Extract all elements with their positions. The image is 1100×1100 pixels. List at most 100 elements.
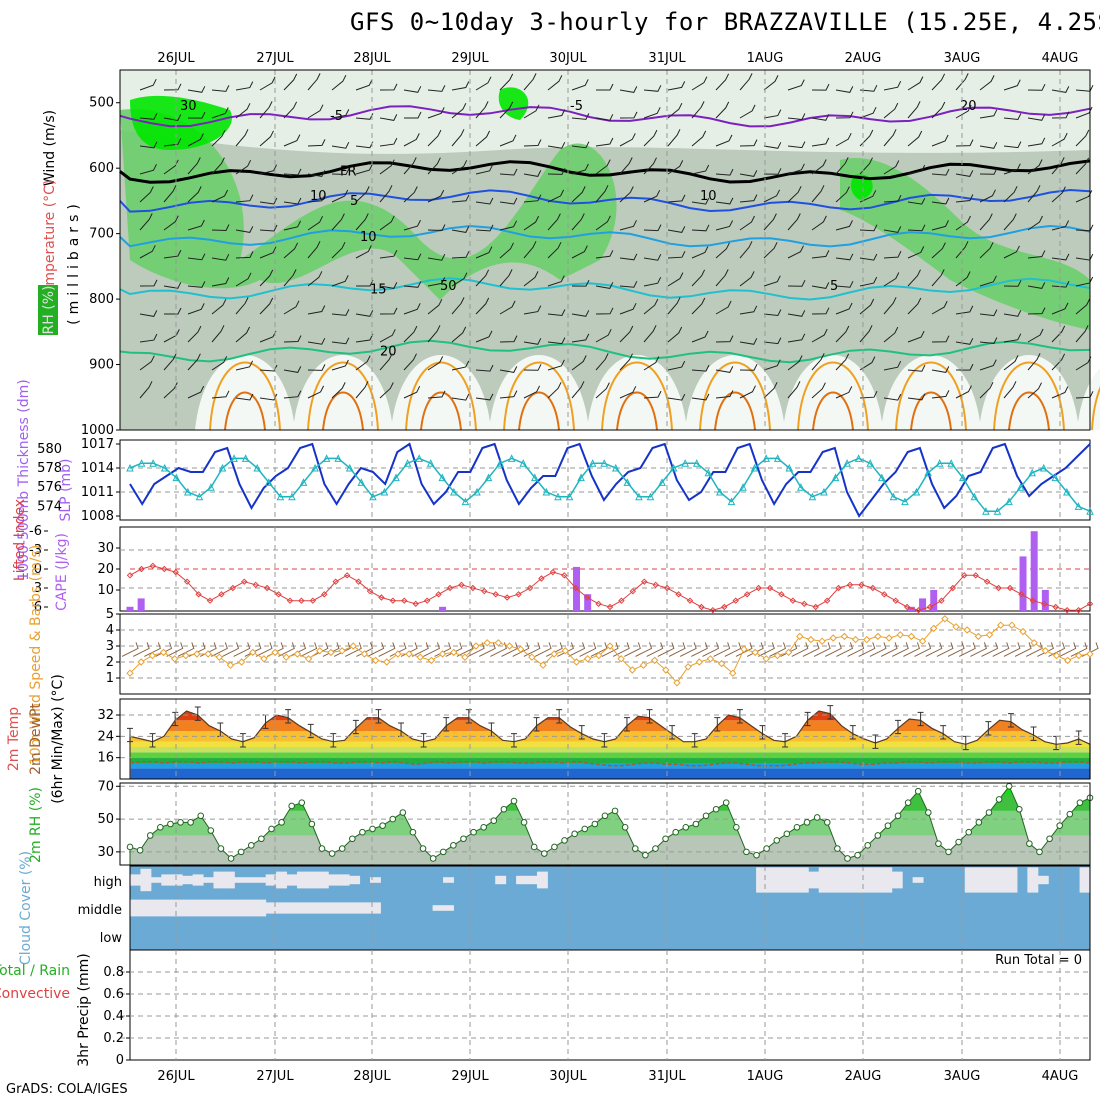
- wind-barb: [787, 355, 803, 371]
- lifted-marker: [846, 581, 854, 589]
- wind-barb: [1027, 282, 1046, 289]
- lifted-marker: [766, 584, 774, 592]
- rh-marker: [197, 812, 205, 820]
- cloud-bar: [317, 902, 329, 914]
- lifted-marker: [1086, 600, 1094, 608]
- wind-barb: [859, 253, 878, 261]
- wind-barb: [427, 390, 446, 399]
- wind-speed-marker: [885, 634, 893, 642]
- thickness-marker: [137, 459, 146, 467]
- wind-barb: [139, 333, 158, 343]
- wind-barb: [1027, 250, 1046, 259]
- wind-speed-marker: [907, 632, 916, 641]
- surface-wind-barb: [579, 642, 597, 657]
- wind-speed-marker: [930, 624, 938, 633]
- surface-wind-barb: [635, 642, 653, 657]
- thickness-marker: [866, 459, 875, 467]
- wind-speed-marker: [438, 650, 447, 658]
- wind-barb: [451, 129, 465, 147]
- rh-marker: [813, 814, 821, 821]
- surface-wind-barb: [869, 642, 887, 657]
- rh-marker: [894, 812, 902, 820]
- surface-wind-barb: [1003, 642, 1021, 657]
- wind-speed-marker: [662, 666, 670, 674]
- wind-barb: [691, 197, 710, 205]
- temp-minmax-bar: [375, 709, 382, 724]
- wind-barb: [979, 275, 997, 287]
- wind-barb: [739, 73, 753, 91]
- lifted-marker: [595, 600, 602, 608]
- wind-speed-marker: [159, 648, 168, 657]
- contour-label: 20: [960, 99, 977, 114]
- rh-marker: [247, 842, 255, 849]
- cloud-bar: [516, 875, 528, 885]
- surface-wind-barb: [333, 642, 351, 657]
- lifted-tick: 6: [34, 600, 42, 615]
- wind-barb: [667, 226, 686, 233]
- wind-barb: [331, 275, 349, 287]
- thickness-marker: [334, 454, 343, 462]
- date-label-top: 26JUL: [157, 51, 195, 66]
- wind-barb: [715, 269, 729, 287]
- wind-barb: [499, 335, 518, 343]
- rh-marker: [904, 799, 912, 806]
- thickness-marker: [403, 459, 412, 467]
- lifted-marker: [915, 606, 922, 614]
- wind-barb: [139, 245, 156, 259]
- surface-wind-barb: [914, 642, 932, 657]
- wind-barb: [595, 114, 614, 121]
- rh-shading: [130, 95, 232, 150]
- wind-barb: [763, 189, 781, 203]
- wind-barb: [739, 363, 758, 371]
- thickness-marker: [704, 468, 713, 477]
- wind-barb: [307, 271, 323, 287]
- wind-barb: [595, 215, 611, 231]
- cape-bar: [930, 590, 938, 611]
- lifted-marker: [755, 584, 762, 592]
- wind-barb: [259, 197, 278, 205]
- wind-barb: [283, 300, 300, 315]
- wind-barb: [955, 305, 974, 315]
- cloud-bar: [850, 867, 861, 893]
- wind-barb: [164, 307, 182, 315]
- wind-barb: [643, 189, 661, 203]
- wind-speed-marker: [595, 651, 603, 660]
- wind-barb: [763, 109, 782, 119]
- date-label-top: 27JUL: [256, 51, 294, 66]
- temp-minmax-bar: [691, 733, 698, 748]
- wind-barb: [379, 114, 398, 121]
- cloud-bar: [818, 867, 830, 893]
- wind-barb: [571, 113, 590, 120]
- wind-barb: [979, 167, 998, 175]
- wind-barb: [811, 114, 830, 121]
- rh-legend-swatch: [38, 285, 58, 335]
- wind-barb: [283, 101, 298, 119]
- cloud-bar: [140, 899, 152, 917]
- rh-shading: [120, 109, 617, 301]
- cloud-cover-axis-label: Cloud Cover (%): [18, 851, 34, 965]
- thickness-marker: [496, 459, 504, 467]
- wind-barb: [667, 272, 684, 287]
- wind-barb: [211, 189, 229, 203]
- rh-marker: [177, 819, 184, 826]
- surface-wind-barb: [1037, 642, 1054, 657]
- wind-speed-marker: [918, 637, 927, 645]
- lifted-marker: [195, 591, 202, 598]
- lifted-marker: [366, 587, 374, 595]
- surface-wind-barb: [557, 642, 574, 657]
- wind-speed-marker: [985, 631, 994, 639]
- temp-minmax-bar: [239, 733, 246, 748]
- lifted-marker: [778, 591, 785, 598]
- rh-marker: [318, 845, 326, 852]
- isotherm-label: FR: [340, 164, 357, 179]
- surface-wind-barb: [691, 642, 708, 657]
- cloud-bar: [860, 867, 872, 893]
- wind-speed-marker: [628, 666, 637, 674]
- cloud-bar: [265, 874, 277, 886]
- cloud-bar: [1079, 867, 1091, 893]
- wind-barb: [691, 269, 706, 287]
- temp-minmax-bar: [149, 733, 156, 748]
- wind-tick: 2: [106, 655, 114, 670]
- rh-marker: [460, 835, 467, 843]
- wind-barb: [835, 353, 850, 371]
